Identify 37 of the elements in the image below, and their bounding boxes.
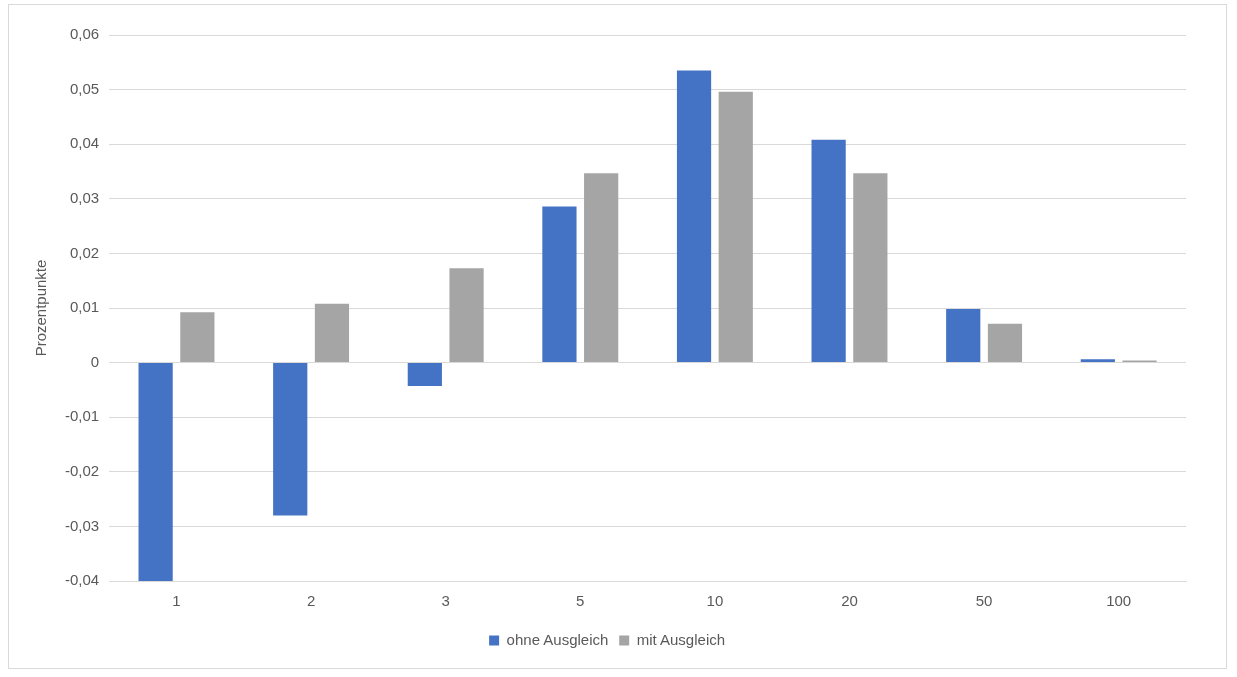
y-tick-label: 0,02 bbox=[69, 243, 100, 261]
bar bbox=[987, 323, 1023, 363]
bar bbox=[718, 91, 753, 363]
x-tick-label: 1 bbox=[172, 592, 181, 610]
x-tick-label: 5 bbox=[576, 592, 585, 610]
bar bbox=[138, 363, 173, 581]
x-tick-label: 100 bbox=[1106, 592, 1132, 610]
bar bbox=[449, 268, 484, 363]
y-tick-label: 0 bbox=[90, 352, 100, 370]
legend-label: ohne Ausgleich bbox=[506, 630, 609, 648]
y-tick-label: -0,03 bbox=[64, 516, 100, 534]
bar bbox=[853, 173, 888, 363]
bar bbox=[1080, 359, 1115, 363]
y-tick-label: 0,06 bbox=[69, 25, 100, 43]
bar bbox=[407, 363, 442, 387]
y-axis-title: Prozentpunkte bbox=[32, 259, 50, 357]
x-tick-label: 3 bbox=[441, 592, 450, 610]
y-tick-label: -0,01 bbox=[64, 407, 100, 425]
bar bbox=[946, 309, 981, 363]
x-tick-label: 50 bbox=[975, 592, 993, 610]
legend-label: mit Ausgleich bbox=[636, 630, 726, 648]
bar bbox=[180, 312, 215, 363]
x-tick-label: 20 bbox=[841, 592, 858, 610]
y-tick-label: 0,05 bbox=[69, 79, 100, 97]
y-tick-label: 0,04 bbox=[69, 134, 100, 152]
y-tick-label: -0,04 bbox=[64, 571, 100, 589]
y-tick-label: -0,02 bbox=[64, 461, 100, 479]
bar bbox=[584, 173, 619, 363]
x-tick-label: 2 bbox=[306, 592, 316, 610]
y-tick-label: 0,01 bbox=[69, 298, 100, 316]
x-tick-label: 10 bbox=[706, 592, 724, 610]
bar bbox=[314, 303, 350, 363]
bar bbox=[676, 70, 712, 363]
bar bbox=[273, 363, 308, 516]
bar bbox=[811, 139, 846, 363]
y-tick-label: 0,03 bbox=[69, 188, 100, 206]
bar bbox=[542, 206, 577, 363]
